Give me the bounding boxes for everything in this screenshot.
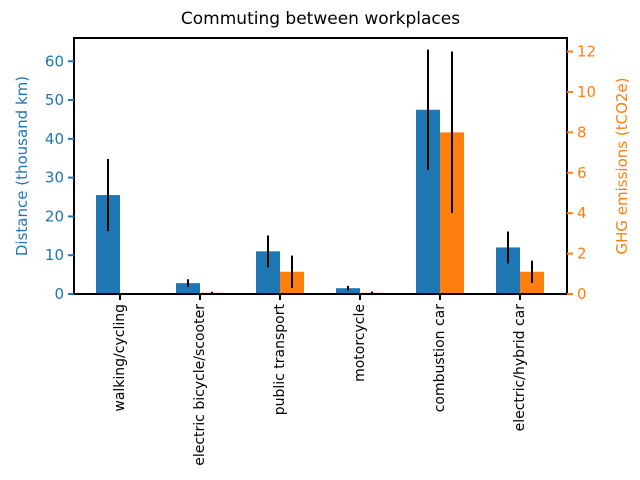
right-tick-label-4: 4 [577,204,587,222]
left-tick-label-30: 30 [45,169,64,187]
right-tick-label-6: 6 [577,164,587,182]
left-tick-label-60: 60 [45,52,64,70]
axes-frame [73,37,568,295]
x-tick-label-motorcycle: motorcycle [352,304,368,382]
bar-distance-electric-bicycle-scooter [176,283,200,294]
bar-distance-motorcycle [336,288,360,294]
left-tick-label-20: 20 [45,207,64,225]
right-tick-label-2: 2 [577,245,587,263]
right-tick-label-10: 10 [577,83,596,101]
right-tick-label-8: 8 [577,123,587,141]
x-tick-label-public-transport: public transport [272,303,288,415]
x-tick-label-electric-hybrid-car: electric/hybrid car [512,304,528,432]
right-tick-label-12: 12 [577,43,596,61]
left-tick-label-0: 0 [54,285,64,303]
left-tick-label-40: 40 [45,130,64,148]
x-tick-label-combustion-car: combustion car [432,304,448,412]
chart-title: Commuting between workplaces [180,9,461,29]
right-tick-label-0: 0 [577,285,587,303]
x-tick-label-walking-cycling: walking/cycling [112,304,128,412]
x-tick-label-electric-bicycle-scooter: electric bicycle/scooter [192,304,208,466]
left-tick-label-10: 10 [45,246,64,264]
left-tick-label-50: 50 [45,91,64,109]
